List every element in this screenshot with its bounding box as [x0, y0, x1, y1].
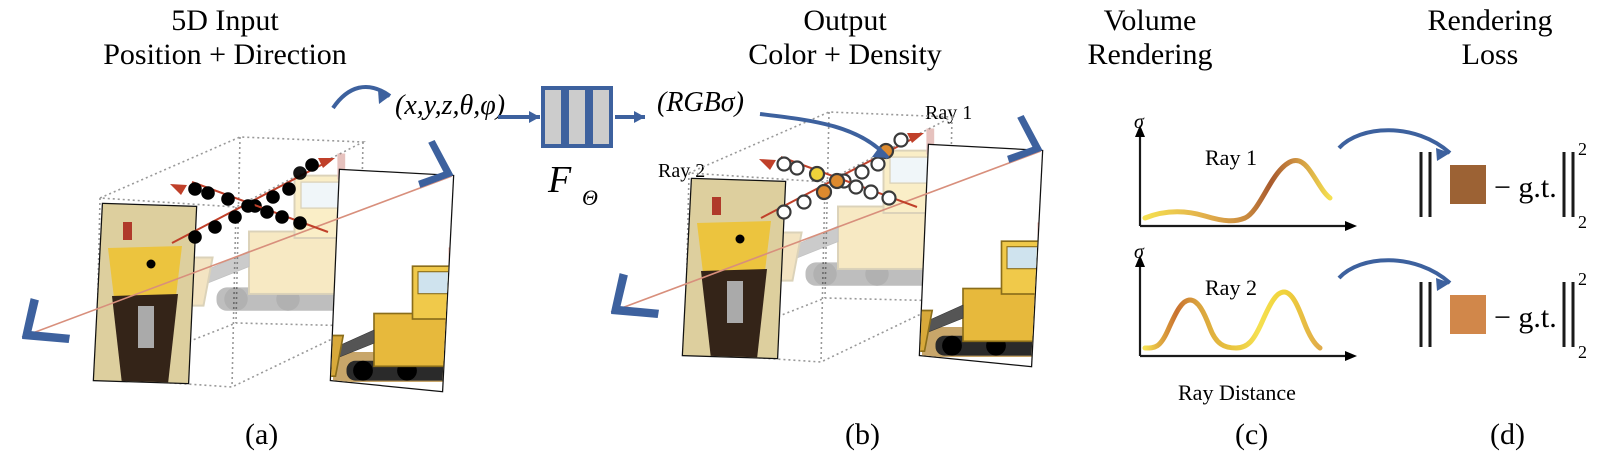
- svg-text:F: F: [547, 159, 572, 201]
- svg-text:2: 2: [1578, 269, 1587, 289]
- svg-text:− g.t.: − g.t.: [1494, 301, 1557, 334]
- svg-text:Ray Distance: Ray Distance: [1178, 380, 1296, 405]
- svg-text:Θ: Θ: [582, 185, 598, 210]
- svg-text:− g.t.: − g.t.: [1494, 171, 1557, 204]
- svg-text:Ray 2: Ray 2: [1205, 275, 1257, 300]
- svg-text:σ: σ: [1134, 241, 1145, 263]
- svg-text:2: 2: [1578, 212, 1587, 232]
- svg-text:Ray 1: Ray 1: [1205, 145, 1257, 170]
- svg-text:σ: σ: [1134, 111, 1145, 133]
- svg-text:2: 2: [1578, 139, 1587, 159]
- svg-text:2: 2: [1578, 342, 1587, 362]
